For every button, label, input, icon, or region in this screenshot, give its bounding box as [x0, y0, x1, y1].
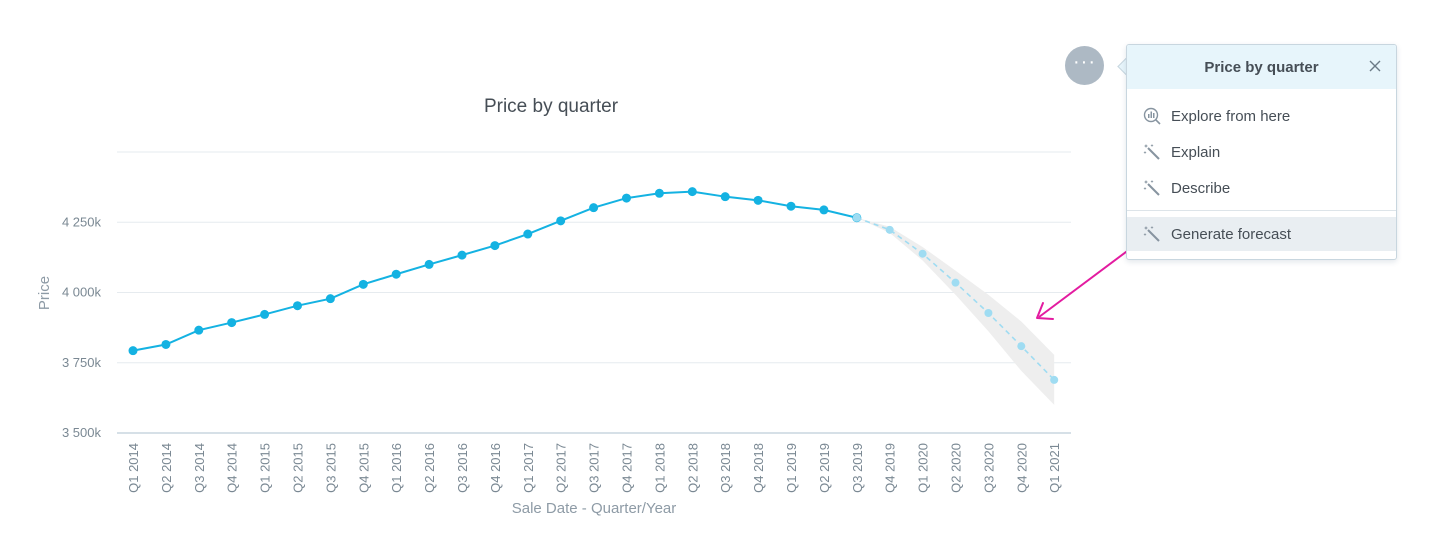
popup-header: Price by quarter	[1127, 45, 1396, 89]
y-tick-label: 3 750k	[62, 355, 102, 370]
forecast-point[interactable]	[1050, 375, 1059, 384]
x-axis-ticks: Q1 2014 Q2 2014 Q3 2014 Q4 2014 Q1 2015 Q2 20…	[126, 443, 1062, 493]
forecast-point[interactable]	[984, 309, 993, 318]
x-tick-label: Q1 2020	[916, 443, 931, 493]
data-point[interactable]	[293, 301, 302, 311]
x-tick-label: Q4 2020	[1014, 443, 1029, 493]
x-tick-label: Q4 2018	[751, 443, 766, 493]
data-point[interactable]	[457, 250, 467, 260]
data-point[interactable]	[260, 309, 270, 319]
magic-wand-icon	[1143, 143, 1161, 161]
x-tick-label: Q3 2018	[718, 443, 733, 493]
explore-chart-icon	[1143, 107, 1161, 125]
x-tick-label: Q1 2014	[126, 443, 141, 493]
magic-wand-icon	[1143, 179, 1161, 197]
x-tick-label: Q4 2017	[620, 443, 635, 493]
x-tick-label: Q4 2015	[356, 443, 371, 493]
data-point[interactable]	[325, 294, 335, 304]
menu-divider	[1127, 210, 1396, 211]
x-tick-label: Q2 2014	[159, 443, 174, 493]
y-tick-label: 4 000k	[62, 285, 102, 300]
x-tick-label: Q3 2016	[455, 443, 470, 493]
x-tick-label: Q1 2018	[652, 443, 667, 493]
data-point[interactable]	[556, 216, 566, 226]
y-axis-ticks: 3 500k 3 750k 4 000k 4 250k	[62, 214, 102, 440]
menu-item-label: Generate forecast	[1171, 225, 1292, 243]
y-tick-label: 3 500k	[62, 425, 102, 440]
x-tick-label: Q3 2014	[192, 443, 207, 493]
forecast-point[interactable]	[951, 278, 960, 287]
series-layer	[128, 187, 1059, 384]
actual-series-line	[132, 190, 858, 352]
forecast-point[interactable]	[852, 213, 861, 222]
data-point[interactable]	[358, 279, 368, 289]
x-tick-label: Q4 2016	[488, 443, 503, 493]
forecast-callout-arrow	[1036, 239, 1143, 320]
x-tick-label: Q1 2021	[1047, 443, 1062, 493]
data-point[interactable]	[523, 229, 533, 239]
x-tick-label: Q4 2014	[225, 443, 240, 493]
forecast-point[interactable]	[918, 249, 927, 258]
data-point[interactable]	[819, 205, 829, 215]
data-point[interactable]	[391, 269, 401, 279]
gridlines	[117, 151, 1071, 434]
x-tick-label: Q2 2018	[685, 443, 700, 493]
x-tick-label: Q3 2020	[981, 443, 996, 493]
data-point[interactable]	[161, 339, 171, 349]
data-point[interactable]	[589, 203, 599, 213]
data-point[interactable]	[424, 259, 434, 269]
x-tick-label: Q3 2019	[850, 443, 865, 493]
data-point[interactable]	[490, 241, 500, 251]
menu-item-explore-from-here[interactable]: Explore from here	[1127, 99, 1396, 133]
x-tick-label: Q4 2019	[883, 443, 898, 493]
data-point[interactable]	[622, 193, 631, 203]
magic-wand-icon	[1143, 225, 1161, 243]
x-tick-label: Q3 2015	[323, 443, 338, 493]
data-point[interactable]	[128, 346, 138, 356]
x-axis-title: Sale Date - Quarter/Year	[512, 500, 677, 517]
x-tick-label: Q2 2019	[817, 443, 832, 493]
menu-item-label: Explain	[1171, 143, 1221, 161]
menu-item-generate-forecast[interactable]: Generate forecast	[1127, 217, 1396, 251]
x-tick-label: Q2 2016	[422, 443, 437, 493]
menu-item-label: Explore from here	[1171, 107, 1291, 125]
data-point[interactable]	[654, 188, 664, 198]
data-point[interactable]	[227, 318, 237, 328]
data-point[interactable]	[720, 192, 730, 202]
x-tick-label: Q2 2020	[949, 443, 964, 493]
x-tick-label: Q2 2017	[554, 443, 569, 493]
chart-title: Price by quarter	[484, 96, 619, 117]
forecast-band	[856, 217, 1055, 405]
data-point[interactable]	[194, 325, 204, 335]
insight-menu-popup: Price by quarter Explore from here	[1126, 44, 1397, 260]
more-options-button[interactable]: ···	[1065, 46, 1104, 85]
data-point[interactable]	[786, 201, 796, 211]
data-point[interactable]	[753, 195, 763, 205]
forecast-point[interactable]	[1017, 342, 1026, 351]
y-axis-title: Price	[36, 276, 53, 310]
menu-item-label: Describe	[1171, 179, 1231, 197]
forecast-confidence-band	[856, 217, 1055, 405]
x-tick-label: Q1 2015	[258, 443, 273, 493]
forecast-point[interactable]	[885, 225, 894, 234]
x-tick-label: Q2 2015	[291, 443, 306, 493]
x-tick-label: Q1 2016	[389, 443, 404, 493]
x-tick-label: Q3 2017	[587, 443, 602, 493]
x-tick-label: Q1 2017	[521, 443, 536, 493]
menu-item-explain[interactable]: Explain	[1127, 135, 1396, 169]
x-tick-label: Q1 2019	[784, 443, 799, 493]
y-tick-label: 4 250k	[62, 214, 102, 229]
popup-title: Price by quarter	[1204, 58, 1319, 76]
menu-item-describe[interactable]: Describe	[1127, 171, 1396, 205]
close-icon[interactable]	[1366, 57, 1384, 75]
data-point[interactable]	[687, 187, 697, 197]
